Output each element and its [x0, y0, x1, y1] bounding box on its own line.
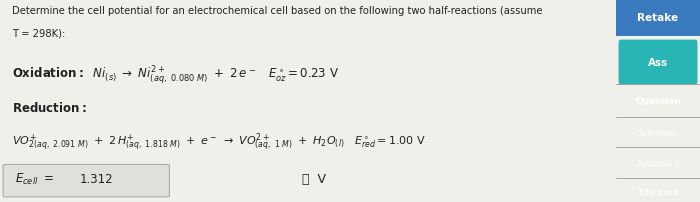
FancyBboxPatch shape [619, 40, 697, 85]
Text: Submissic: Submissic [638, 129, 678, 138]
Text: ⓪  V: ⓪ V [302, 172, 326, 185]
Text: $\mathbf{Reduction:}$: $\mathbf{Reduction:}$ [13, 101, 87, 115]
Text: T = 298K):: T = 298K): [13, 28, 66, 38]
Text: Available p: Available p [637, 159, 679, 168]
Text: Ass: Ass [648, 58, 668, 68]
Text: Total point: Total point [638, 187, 678, 196]
Text: Determine the cell potential for an electrochemical cell based on the following : Determine the cell potential for an elec… [13, 6, 542, 16]
Text: $E_{cell}\ =$: $E_{cell}\ =$ [15, 171, 54, 186]
Text: Question: Question [635, 97, 681, 105]
FancyBboxPatch shape [3, 165, 169, 197]
Text: Retake: Retake [638, 13, 678, 23]
Text: 1.312: 1.312 [80, 172, 113, 185]
Text: $\mathbf{Oxidation:}$  $Ni_{(s)}\ \rightarrow\ Ni^{2+}_{(aq,\ 0.080\ M)}\ +\ 2\,: $\mathbf{Oxidation:}$ $Ni_{(s)}\ \righta… [13, 65, 340, 87]
Text: $VO^{+}_{2(aq,\ 2.091\ M)}\ +\ 2\,H^{+}_{(aq,\ 1.818\ M)}\ +\ e^-\ \rightarrow\ : $VO^{+}_{2(aq,\ 2.091\ M)}\ +\ 2\,H^{+}_… [13, 131, 426, 153]
Bar [616, 0, 700, 36]
